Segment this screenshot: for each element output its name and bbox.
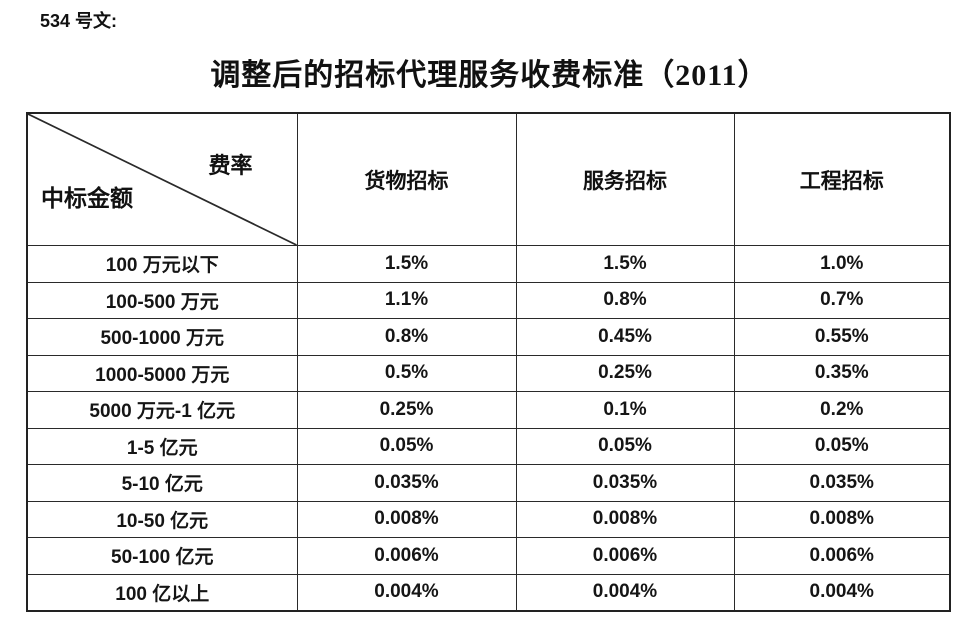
row-label: 1000-5000 万元	[26, 354, 298, 392]
rate-cell: 1.0%	[733, 245, 951, 283]
rate-cell: 0.2%	[733, 391, 951, 429]
corner-label-fee-rate: 费率	[208, 153, 253, 178]
rate-cell: 0.05%	[296, 427, 517, 465]
rate-cell: 0.05%	[733, 427, 951, 465]
row-label: 500-1000 万元	[26, 318, 298, 356]
rate-cell: 0.35%	[733, 354, 951, 392]
rate-cell: 0.45%	[515, 318, 735, 356]
rate-cell: 0.035%	[733, 464, 951, 502]
rate-cell: 0.25%	[515, 354, 735, 392]
rate-cell: 0.25%	[296, 391, 517, 429]
table-row: 100-500 万元 1.1% 0.8% 0.7%	[26, 281, 951, 319]
rate-cell: 1.5%	[515, 245, 735, 283]
fee-rate-table: 费率 中标金额 货物招标 服务招标 工程招标 100 万元以下 1.5% 1.5…	[26, 112, 951, 612]
header-row: 费率 中标金额 货物招标 服务招标 工程招标	[26, 112, 951, 246]
row-label: 10-50 亿元	[26, 500, 298, 538]
rate-cell: 0.006%	[515, 537, 735, 575]
rate-cell: 0.004%	[515, 573, 735, 612]
corner-header-cell: 费率 中标金额	[26, 112, 298, 246]
rate-cell: 0.55%	[733, 318, 951, 356]
table-row: 5000 万元-1 亿元 0.25% 0.1% 0.2%	[26, 391, 951, 429]
row-label: 100 亿以上	[26, 573, 298, 612]
table-row: 50-100 亿元 0.006% 0.006% 0.006%	[26, 537, 951, 575]
rate-cell: 0.05%	[515, 427, 735, 465]
rate-cell: 0.7%	[733, 281, 951, 319]
column-header-engineering: 工程招标	[733, 112, 951, 246]
table-row: 1-5 亿元 0.05% 0.05% 0.05%	[26, 427, 951, 465]
table-row: 1000-5000 万元 0.5% 0.25% 0.35%	[26, 354, 951, 392]
rate-cell: 0.006%	[296, 537, 517, 575]
row-label: 1-5 亿元	[26, 427, 298, 465]
rate-cell: 0.035%	[296, 464, 517, 502]
rate-cell: 0.008%	[733, 500, 951, 538]
diagonal-divider-line	[28, 114, 297, 245]
row-label: 100 万元以下	[26, 245, 298, 283]
table-row: 5-10 亿元 0.035% 0.035% 0.035%	[26, 464, 951, 502]
rate-cell: 0.1%	[515, 391, 735, 429]
rate-cell: 0.008%	[296, 500, 517, 538]
rate-cell: 0.035%	[515, 464, 735, 502]
rate-cell: 0.008%	[515, 500, 735, 538]
table-row: 500-1000 万元 0.8% 0.45% 0.55%	[26, 318, 951, 356]
rate-cell: 0.8%	[515, 281, 735, 319]
corner-label-bid-amount: 中标金额	[41, 186, 133, 211]
rate-cell: 0.5%	[296, 354, 517, 392]
row-label: 5000 万元-1 亿元	[26, 391, 298, 429]
row-label: 50-100 亿元	[26, 537, 298, 575]
rate-cell: 0.004%	[733, 573, 951, 612]
column-header-goods: 货物招标	[296, 112, 517, 246]
rate-cell: 1.1%	[296, 281, 517, 319]
doc-ref: 534 号文:	[40, 11, 118, 31]
row-label: 100-500 万元	[26, 281, 298, 319]
rate-cell: 1.5%	[296, 245, 517, 283]
page-title: 调整后的招标代理服务收费标准（2011）	[210, 59, 769, 92]
table-row: 100 万元以下 1.5% 1.5% 1.0%	[26, 245, 951, 283]
row-label: 5-10 亿元	[26, 464, 298, 502]
column-header-services: 服务招标	[515, 112, 735, 246]
rate-cell: 0.004%	[296, 573, 517, 612]
rate-cell: 0.8%	[296, 318, 517, 356]
table-row: 10-50 亿元 0.008% 0.008% 0.008%	[26, 500, 951, 538]
rate-cell: 0.006%	[733, 537, 951, 575]
table-row: 100 亿以上 0.004% 0.004% 0.004%	[26, 573, 951, 612]
